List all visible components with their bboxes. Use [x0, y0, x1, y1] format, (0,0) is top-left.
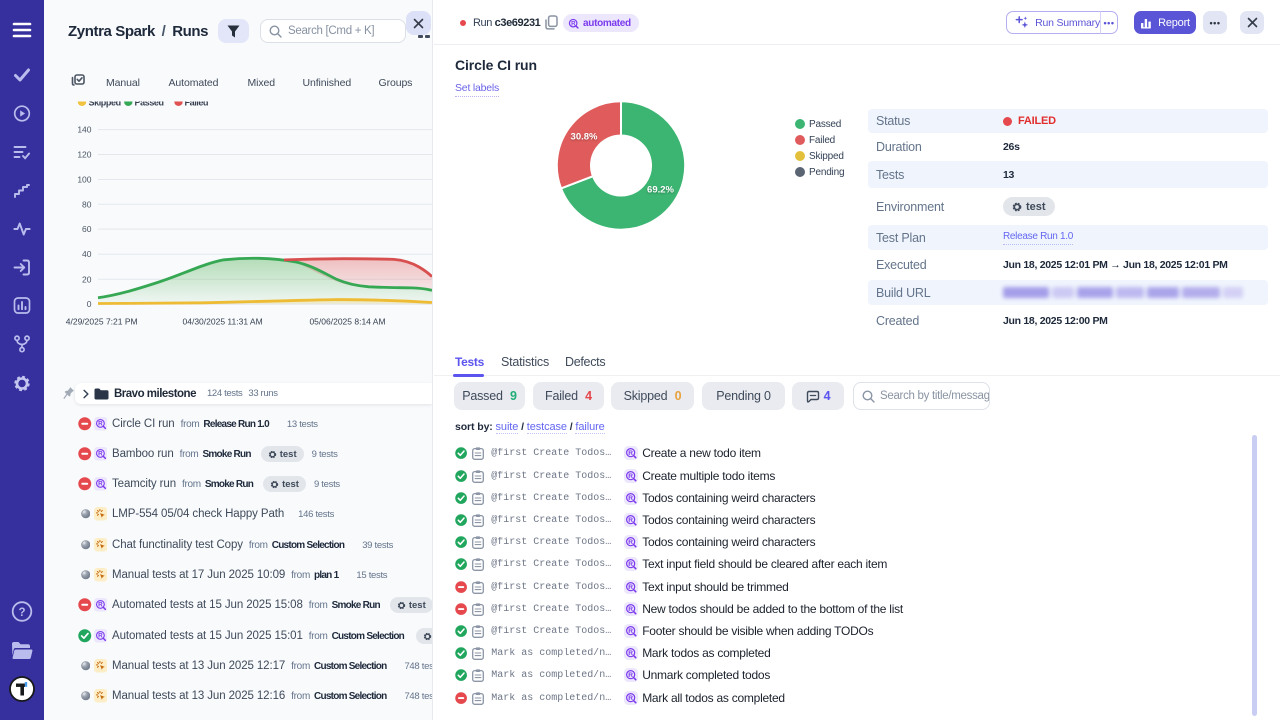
svg-text:30.8%: 30.8%: [571, 132, 598, 143]
svg-text:R: R: [98, 602, 103, 609]
svg-text:R: R: [628, 450, 633, 457]
svg-text:R: R: [628, 628, 633, 635]
svg-text:R: R: [98, 451, 103, 458]
svg-text:140: 140: [77, 125, 91, 135]
svg-text:R: R: [628, 517, 633, 524]
svg-text:69.2%: 69.2%: [647, 185, 674, 196]
svg-text:Skipped: Skipped: [89, 98, 121, 108]
svg-text:R: R: [571, 20, 576, 27]
svg-text:R: R: [628, 561, 633, 568]
svg-text:R: R: [98, 633, 103, 640]
svg-text:0: 0: [87, 299, 92, 309]
svg-text:R: R: [628, 695, 633, 702]
svg-text:?: ?: [18, 607, 25, 619]
svg-text:R: R: [628, 539, 633, 546]
svg-text:R: R: [628, 672, 633, 679]
svg-text:05/06/2025 8:14 AM: 05/06/2025 8:14 AM: [309, 317, 385, 327]
svg-text:R: R: [628, 606, 633, 613]
svg-text:R: R: [98, 481, 103, 488]
svg-text:04/30/2025 11:31 AM: 04/30/2025 11:31 AM: [183, 317, 263, 327]
svg-text:Passed: Passed: [135, 98, 164, 108]
svg-text:R: R: [628, 650, 633, 657]
svg-text:4/29/2025 7:21 PM: 4/29/2025 7:21 PM: [66, 317, 138, 327]
svg-text:R: R: [628, 584, 633, 591]
svg-text:R: R: [628, 473, 633, 480]
svg-text:60: 60: [82, 224, 92, 234]
svg-text:Failed: Failed: [185, 98, 209, 108]
svg-text:120: 120: [77, 150, 91, 160]
svg-text:100: 100: [77, 175, 91, 185]
svg-text:R: R: [628, 495, 633, 502]
svg-text:40: 40: [82, 249, 92, 259]
svg-text:R: R: [98, 421, 103, 428]
svg-text:20: 20: [82, 274, 92, 284]
svg-text:80: 80: [82, 199, 92, 209]
